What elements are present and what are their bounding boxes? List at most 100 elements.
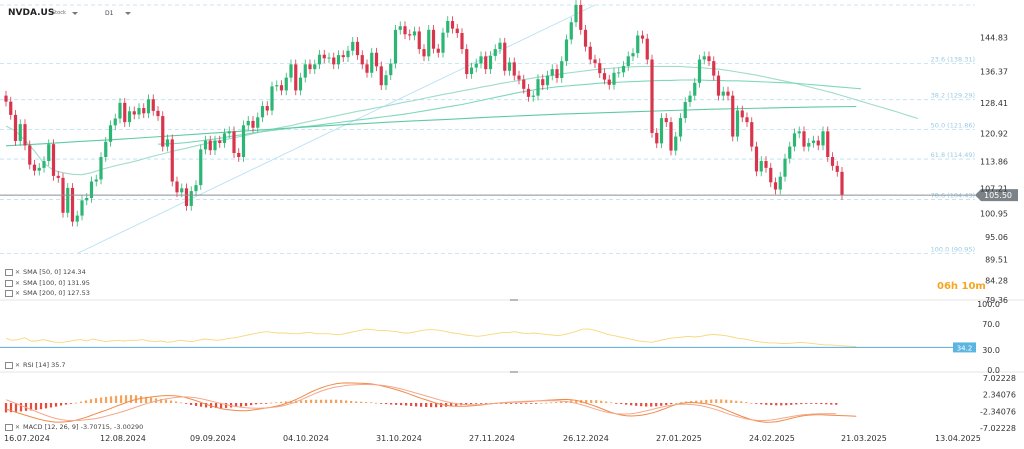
close-icon[interactable]: ✕ — [15, 280, 21, 287]
macd-histogram-bar — [790, 403, 793, 405]
candle-body — [161, 116, 165, 147]
candle-body — [436, 48, 440, 53]
macd-histogram-bar — [665, 403, 668, 406]
macd-histogram-bar — [620, 403, 623, 404]
x-tick-label: 16.07.2024 — [4, 434, 50, 443]
y-tick-label: 128.41 — [980, 99, 1008, 108]
macd-histogram-bar — [94, 398, 98, 403]
macd-histogram-bar — [825, 403, 828, 405]
macd-histogram-bar — [675, 403, 678, 404]
macd-histogram-bar — [505, 403, 508, 404]
macd-histogram-bar — [760, 403, 763, 405]
macd-histogram-bar — [124, 395, 128, 403]
macd-histogram-bar — [69, 403, 73, 404]
candle-body — [678, 118, 683, 137]
candle-body — [693, 82, 697, 96]
x-tick-label: 27.11.2024 — [469, 434, 515, 443]
candle-body — [493, 49, 497, 56]
macd-histogram-bar — [670, 403, 673, 405]
candle-body — [203, 140, 208, 150]
fib-label: 61.8 (114.49) — [931, 151, 975, 159]
candle-body — [526, 88, 531, 97]
macd-histogram-bar — [395, 403, 398, 405]
macd-histogram-bar — [405, 403, 408, 406]
candle-body — [802, 131, 806, 147]
macd-histogram-bar — [520, 403, 523, 404]
legend-rsi[interactable]: ✕ RSI [14] 35.7 — [5, 361, 66, 369]
close-icon[interactable]: ✕ — [15, 269, 21, 276]
macd-histogram-bar — [510, 403, 513, 404]
macd-histogram-bar — [380, 403, 383, 404]
fib-label: 100.0 (90.95) — [931, 246, 975, 254]
legend-sma50[interactable]: ✕ SMA [50, 0] 124.34 — [5, 268, 86, 276]
candle-body — [512, 62, 516, 76]
candle-body — [346, 50, 350, 58]
fib-label: 50.0 (121.86) — [931, 121, 975, 129]
legend-macd[interactable]: ✕ MACD [12, 26, 9] -3.70715, -3.00290 — [5, 423, 143, 431]
macd-histogram-bar — [174, 401, 178, 403]
macd-histogram-bar — [740, 401, 743, 403]
settings-icon[interactable] — [5, 423, 13, 431]
macd-histogram-bar — [64, 403, 68, 405]
macd-histogram-bar — [144, 396, 148, 403]
macd-histogram-bar — [164, 399, 168, 403]
close-icon[interactable]: ✕ — [15, 362, 21, 369]
candle-body — [702, 56, 706, 60]
settings-icon[interactable] — [5, 268, 13, 276]
macd-histogram-bar — [795, 403, 798, 405]
macd-histogram-bar — [304, 400, 308, 403]
candle-body — [759, 161, 763, 172]
macd-histogram-bar — [39, 403, 43, 410]
candle-body — [621, 65, 626, 73]
legend-sma50-label: SMA [50, 0] 124.34 — [23, 268, 86, 276]
candle-body — [51, 144, 56, 176]
candle-body — [28, 145, 32, 165]
macd-histogram-bar — [74, 402, 78, 404]
symbol-dropdown-icon[interactable] — [72, 12, 78, 15]
macd-histogram-bar — [345, 400, 348, 403]
candle-body — [227, 131, 231, 134]
candle-body — [75, 215, 79, 222]
close-icon[interactable]: ✕ — [15, 424, 21, 431]
macd-histogram-bar — [309, 399, 313, 403]
macd-histogram-bar — [785, 403, 788, 406]
macd-histogram-bar — [299, 400, 303, 403]
candle-body — [688, 95, 692, 103]
settings-icon[interactable] — [5, 279, 13, 287]
macd-histogram-bar — [104, 396, 108, 403]
pane-resize-handle[interactable] — [510, 299, 518, 301]
pane-resize-handle[interactable] — [510, 371, 518, 373]
timeframe-selector[interactable]: D1 — [105, 10, 114, 17]
candle-body — [408, 34, 412, 36]
candle-body — [113, 118, 117, 126]
macd-histogram-bar — [575, 400, 578, 403]
settings-icon[interactable] — [5, 361, 13, 369]
macd-histogram-bar — [455, 403, 458, 406]
candle-body — [137, 108, 141, 115]
fib-label: 23.6 (138.31) — [931, 56, 975, 64]
legend-sma100[interactable]: ✕ SMA [100, 0] 131.95 — [5, 279, 90, 287]
settings-icon[interactable] — [5, 289, 13, 297]
macd-histogram-bar — [54, 403, 58, 407]
timeframe-dropdown-icon[interactable] — [125, 12, 131, 15]
candle-body — [9, 101, 13, 115]
macd-histogram-bar — [435, 403, 438, 408]
macd-histogram-bar — [680, 402, 683, 404]
candle-body — [550, 69, 554, 76]
legend-macd-label: MACD [12, 26, 9] -3.70715, -3.00290 — [23, 423, 144, 431]
legend-sma200[interactable]: ✕ SMA [200, 0] 127.53 — [5, 289, 90, 297]
candle-body — [156, 110, 160, 117]
candle-body — [374, 52, 379, 67]
candle-body — [769, 167, 773, 183]
candle-body — [617, 72, 621, 74]
macd-histogram-bar — [720, 399, 723, 403]
candle-body — [180, 188, 184, 193]
candle-body — [655, 132, 659, 144]
macd-histogram-bar — [239, 403, 243, 407]
candle-body — [360, 55, 364, 65]
candle-body — [726, 91, 730, 96]
symbol-label[interactable]: NVDA.US — [8, 8, 55, 18]
close-icon[interactable]: ✕ — [15, 290, 21, 297]
candle-body — [631, 53, 635, 57]
